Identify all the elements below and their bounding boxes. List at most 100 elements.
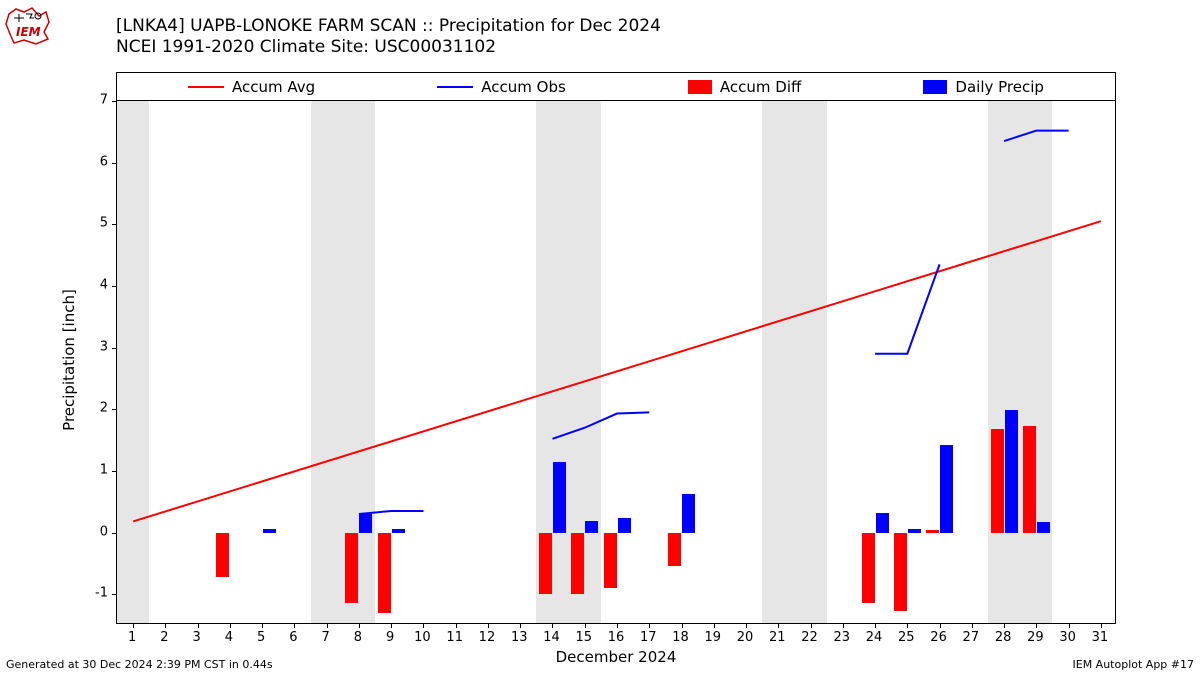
x-tick-label: 21 (769, 630, 786, 645)
x-tick-label: 30 (1059, 630, 1076, 645)
daily-precip-bar (553, 462, 566, 533)
accum-diff-bar (604, 533, 617, 588)
x-axis-label: December 2024 (556, 648, 677, 666)
legend-daily-precip: Daily Precip (923, 78, 1044, 96)
x-tick-label: 24 (866, 630, 883, 645)
y-tick-label: 2 (78, 401, 108, 416)
x-tick (391, 623, 392, 628)
x-tick-label: 28 (995, 630, 1012, 645)
accum-diff-bar (539, 533, 552, 595)
x-tick-label: 29 (1027, 630, 1044, 645)
plot-area: Accum Avg Accum Obs Accum Diff Daily Pre… (116, 72, 1116, 624)
daily-precip-bar (908, 529, 921, 532)
y-tick (112, 163, 117, 164)
y-tick-label: 7 (78, 93, 108, 108)
y-tick (112, 471, 117, 472)
x-tick (327, 623, 328, 628)
x-tick (165, 623, 166, 628)
x-tick (649, 623, 650, 628)
title-line-2: NCEI 1991-2020 Climate Site: USC00031102 (116, 37, 661, 58)
x-tick-label: 6 (289, 630, 297, 645)
x-tick-label: 3 (193, 630, 201, 645)
x-tick (907, 623, 908, 628)
x-tick (843, 623, 844, 628)
x-tick-label: 1 (128, 630, 136, 645)
y-tick (112, 409, 117, 410)
x-tick-label: 16 (608, 630, 625, 645)
x-tick-label: 7 (322, 630, 330, 645)
x-tick (423, 623, 424, 628)
y-tick (112, 348, 117, 349)
chart-inner (117, 101, 1115, 623)
y-tick-label: 4 (78, 277, 108, 292)
accum-diff-bar (926, 530, 939, 532)
x-tick-label: 26 (930, 630, 947, 645)
x-tick (778, 623, 779, 628)
daily-precip-bar (940, 445, 953, 533)
y-tick (112, 286, 117, 287)
y-tick (112, 533, 117, 534)
x-tick (1101, 623, 1102, 628)
legend: Accum Avg Accum Obs Accum Diff Daily Pre… (117, 73, 1115, 101)
accum-diff-bar (571, 533, 584, 595)
x-tick-label: 9 (386, 630, 394, 645)
accum-avg-line (133, 221, 1101, 521)
y-tick-label: 3 (78, 339, 108, 354)
x-tick-label: 10 (414, 630, 431, 645)
x-tick-label: 22 (801, 630, 818, 645)
accum-diff-bar (668, 533, 681, 567)
weekend-band (117, 101, 149, 623)
y-tick (112, 224, 117, 225)
iem-logo: IEM (4, 4, 54, 48)
x-tick (488, 623, 489, 628)
y-tick (112, 101, 117, 102)
daily-precip-bar (1005, 410, 1018, 532)
x-tick (940, 623, 941, 628)
daily-precip-bar (618, 518, 631, 532)
x-tick (262, 623, 263, 628)
legend-label: Accum Diff (720, 78, 801, 96)
legend-swatch-red-rect (688, 80, 712, 94)
y-tick-label: 5 (78, 216, 108, 231)
x-tick (1036, 623, 1037, 628)
legend-swatch-blue-rect (923, 80, 947, 94)
y-tick-label: 1 (78, 462, 108, 477)
x-tick-label: 25 (898, 630, 915, 645)
accum-diff-bar (378, 533, 391, 613)
y-axis-label: Precipitation [inch] (60, 289, 78, 431)
x-tick-label: 19 (704, 630, 721, 645)
x-tick (359, 623, 360, 628)
x-tick (682, 623, 683, 628)
x-tick (714, 623, 715, 628)
x-tick (1004, 623, 1005, 628)
x-tick-label: 14 (543, 630, 560, 645)
x-tick-label: 11 (446, 630, 463, 645)
accum-diff-bar (1023, 426, 1036, 532)
x-tick (585, 623, 586, 628)
accum-diff-bar (991, 429, 1004, 533)
line-overlay (117, 101, 1117, 625)
x-tick-label: 31 (1092, 630, 1109, 645)
x-tick (230, 623, 231, 628)
x-tick (520, 623, 521, 628)
legend-accum-avg: Accum Avg (188, 78, 315, 96)
weekend-band (762, 101, 827, 623)
x-tick (552, 623, 553, 628)
title-line-1: [LNKA4] UAPB-LONOKE FARM SCAN :: Precipi… (116, 16, 661, 37)
x-tick (198, 623, 199, 628)
y-tick (112, 594, 117, 595)
daily-precip-bar (359, 514, 372, 532)
x-tick-label: 23 (834, 630, 851, 645)
legend-label: Accum Avg (232, 78, 315, 96)
x-tick-label: 17 (640, 630, 657, 645)
accum-diff-bar (862, 533, 875, 604)
legend-accum-diff: Accum Diff (688, 78, 801, 96)
svg-text:IEM: IEM (16, 25, 41, 39)
accum-diff-bar (345, 533, 358, 604)
x-tick (294, 623, 295, 628)
legend-accum-obs: Accum Obs (437, 78, 566, 96)
x-tick-label: 20 (737, 630, 754, 645)
x-tick (811, 623, 812, 628)
x-tick-label: 4 (225, 630, 233, 645)
accum-diff-bar (894, 533, 907, 611)
